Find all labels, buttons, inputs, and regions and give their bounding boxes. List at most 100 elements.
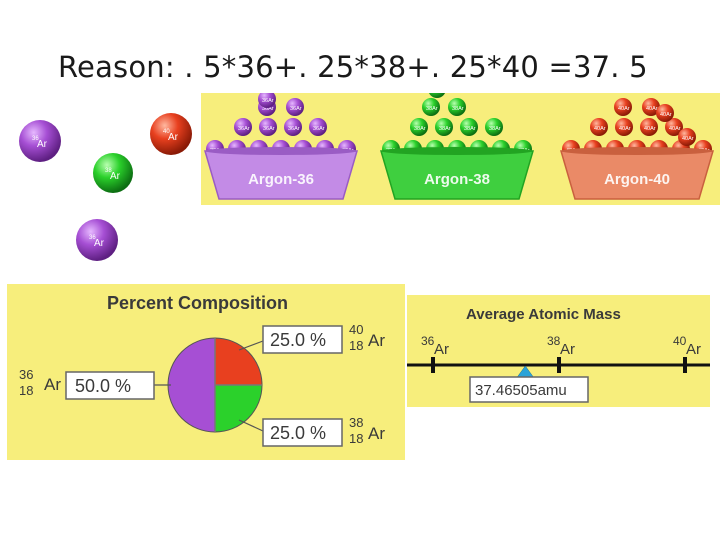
average-mass-value: 37.46505amu xyxy=(475,382,567,399)
isotope-mass-number: 40 xyxy=(349,322,363,337)
mass-tick-number: 36 xyxy=(421,334,435,348)
percent-composition-panel: Percent Composition 36 18 Ar 50.0 % 25.0… xyxy=(7,284,405,460)
bowl-label: Argon-40 xyxy=(604,171,670,188)
isotope-atomic-number: 18 xyxy=(349,431,363,446)
mass-ticks: 36 Ar 38 Ar 40 Ar xyxy=(421,334,701,373)
atom-argon40: 40Ar xyxy=(590,118,608,136)
bowl-rim xyxy=(205,147,357,155)
atom-argon40: 40Ar xyxy=(615,118,633,136)
atom-mass-label: 38 xyxy=(105,168,112,174)
atom-label: 36Ar xyxy=(262,106,274,112)
mass-tick xyxy=(683,357,687,373)
atom-mass-label: 40 xyxy=(163,129,170,135)
atom-argon36: 36Ar xyxy=(284,118,302,136)
atom-label: 40Ar xyxy=(660,112,672,118)
atom-label: 36Ar xyxy=(238,126,250,132)
atom-label: 40Ar xyxy=(644,126,656,132)
atom-symbol: Ar xyxy=(94,238,105,249)
atom-label: 40Ar xyxy=(594,126,606,132)
atom-symbol: Ar xyxy=(110,171,121,182)
atom-argon38: 38Ar xyxy=(460,118,478,136)
atom-label: 40Ar xyxy=(682,136,694,142)
bowl-rim xyxy=(381,147,533,155)
mass-tick-symbol: Ar xyxy=(686,341,701,358)
leader-line xyxy=(238,419,264,432)
percent-value-argon38: 25.0 % xyxy=(270,423,326,443)
atom-argon36: 36Ar xyxy=(258,90,276,108)
loose-atom-argon36-top: 36 Ar xyxy=(19,120,61,162)
atom-label: 38Ar xyxy=(452,106,464,112)
atom-label: 38Ar xyxy=(464,126,476,132)
mass-tick-symbol: Ar xyxy=(434,341,449,358)
atom-argon38: 38Ar xyxy=(428,80,446,98)
atom-label: 38Ar xyxy=(426,106,438,112)
isotope-mass-number: 38 xyxy=(349,415,363,430)
atom-mass-label: 36 xyxy=(32,136,39,142)
atom-label: 38Ar xyxy=(439,126,451,132)
average-atomic-mass-panel: Average Atomic Mass 36 Ar 38 Ar 40 Ar 37.4650… xyxy=(407,295,710,407)
mass-tick xyxy=(431,357,435,373)
isotope-symbol: Ar xyxy=(44,375,61,394)
bowl-label: Argon-38 xyxy=(424,171,490,188)
atom-argon36: 36Ar xyxy=(234,118,252,136)
atom-argon40: 40Ar xyxy=(640,118,658,136)
atom-argon38: 38Ar xyxy=(435,118,453,136)
isotope-mass-number: 36 xyxy=(19,367,33,382)
percent-value-argon40: 25.0 % xyxy=(270,330,326,350)
pie-slice-argon40 xyxy=(214,337,263,386)
percent-box-argon36 xyxy=(65,371,155,400)
atom-symbol: Ar xyxy=(168,132,179,143)
percent-value-argon36: 50.0 % xyxy=(75,376,131,396)
atom-argon36: 36Ar xyxy=(309,118,327,136)
atom-label: 38Ar xyxy=(432,93,444,94)
atom-argon38: 38Ar xyxy=(485,118,503,136)
mass-tick-number: 40 xyxy=(673,334,687,348)
isotope-symbol: Ar xyxy=(368,424,385,443)
percent-box-argon40 xyxy=(262,325,343,354)
pie-slice-argon38 xyxy=(214,384,263,433)
percent-composition-title: Percent Composition xyxy=(107,293,288,313)
isotope-bowls-illustration: 36Ar36Ar36Ar36Ar36Ar36Ar36Ar36Ar36Ar36Ar… xyxy=(204,80,714,200)
average-atomic-mass-figure: Average Atomic Mass 36 Ar 38 Ar 40 Ar 37.4650… xyxy=(407,306,710,403)
atom-argon40: 40Ar xyxy=(665,118,683,136)
bowl-argon36: 36Ar36Ar36Ar36Ar36Ar36Ar36Ar36Ar36Ar36Ar… xyxy=(204,90,358,200)
percent-composition-figure: Percent Composition 36 18 Ar 50.0 % 25.0… xyxy=(19,293,385,447)
atom-argon40: 40Ar xyxy=(642,98,660,116)
pie-chart xyxy=(167,337,263,433)
loose-atom-argon40: 40 Ar xyxy=(150,113,192,155)
isotope-bowls-panel: 36Ar36Ar36Ar36Ar36Ar36Ar36Ar36Ar36Ar36Ar… xyxy=(201,80,720,205)
atom-label: 36Ar xyxy=(288,126,300,132)
percent-box-argon38 xyxy=(262,418,343,447)
mass-tick-symbol: Ar xyxy=(560,341,575,358)
loose-atom-argon36-bottom: 36 Ar xyxy=(76,219,118,261)
atom-label: 36Ar xyxy=(290,106,302,112)
pie-slice-argon36 xyxy=(167,337,216,433)
loose-atom-argon38: 38 Ar xyxy=(93,153,133,193)
bowl-label: Argon-36 xyxy=(248,171,314,188)
atom-argon38: 38Ar xyxy=(448,98,466,116)
mass-tick xyxy=(557,357,561,373)
atom-label: 40Ar xyxy=(669,126,681,132)
bowl-argon38: 38Ar38Ar38Ar38Ar38Ar38Ar38Ar38Ar38Ar38Ar… xyxy=(380,80,534,200)
atom-label: 36Ar xyxy=(313,126,325,132)
atom-argon38: 38Ar xyxy=(410,118,428,136)
bowl-argon40: 40Ar40Ar40Ar40Ar40Ar40Ar40Ar40Ar40Ar40Ar… xyxy=(560,98,714,200)
atom-label: 40Ar xyxy=(618,106,630,112)
atom-label: 38Ar xyxy=(489,126,501,132)
atom-mass-label: 36 xyxy=(89,235,96,241)
bowl-rim xyxy=(561,147,713,155)
isotope-atomic-number: 18 xyxy=(349,338,363,353)
mass-tick-number: 38 xyxy=(547,334,561,348)
isotope-atomic-number: 18 xyxy=(19,383,33,398)
average-mass-marker xyxy=(516,365,534,378)
atom-argon40: 40Ar xyxy=(614,98,632,116)
atom-symbol: Ar xyxy=(37,139,48,150)
atom-argon36: 36Ar xyxy=(286,98,304,116)
leader-line xyxy=(238,340,264,351)
isotope-symbol: Ar xyxy=(368,331,385,350)
atom-label: 38Ar xyxy=(414,126,426,132)
atom-argon38: 38Ar xyxy=(422,98,440,116)
atom-label: 40Ar xyxy=(619,126,631,132)
atom-label: 36Ar xyxy=(262,98,274,104)
atom-label: 36Ar xyxy=(263,126,275,132)
